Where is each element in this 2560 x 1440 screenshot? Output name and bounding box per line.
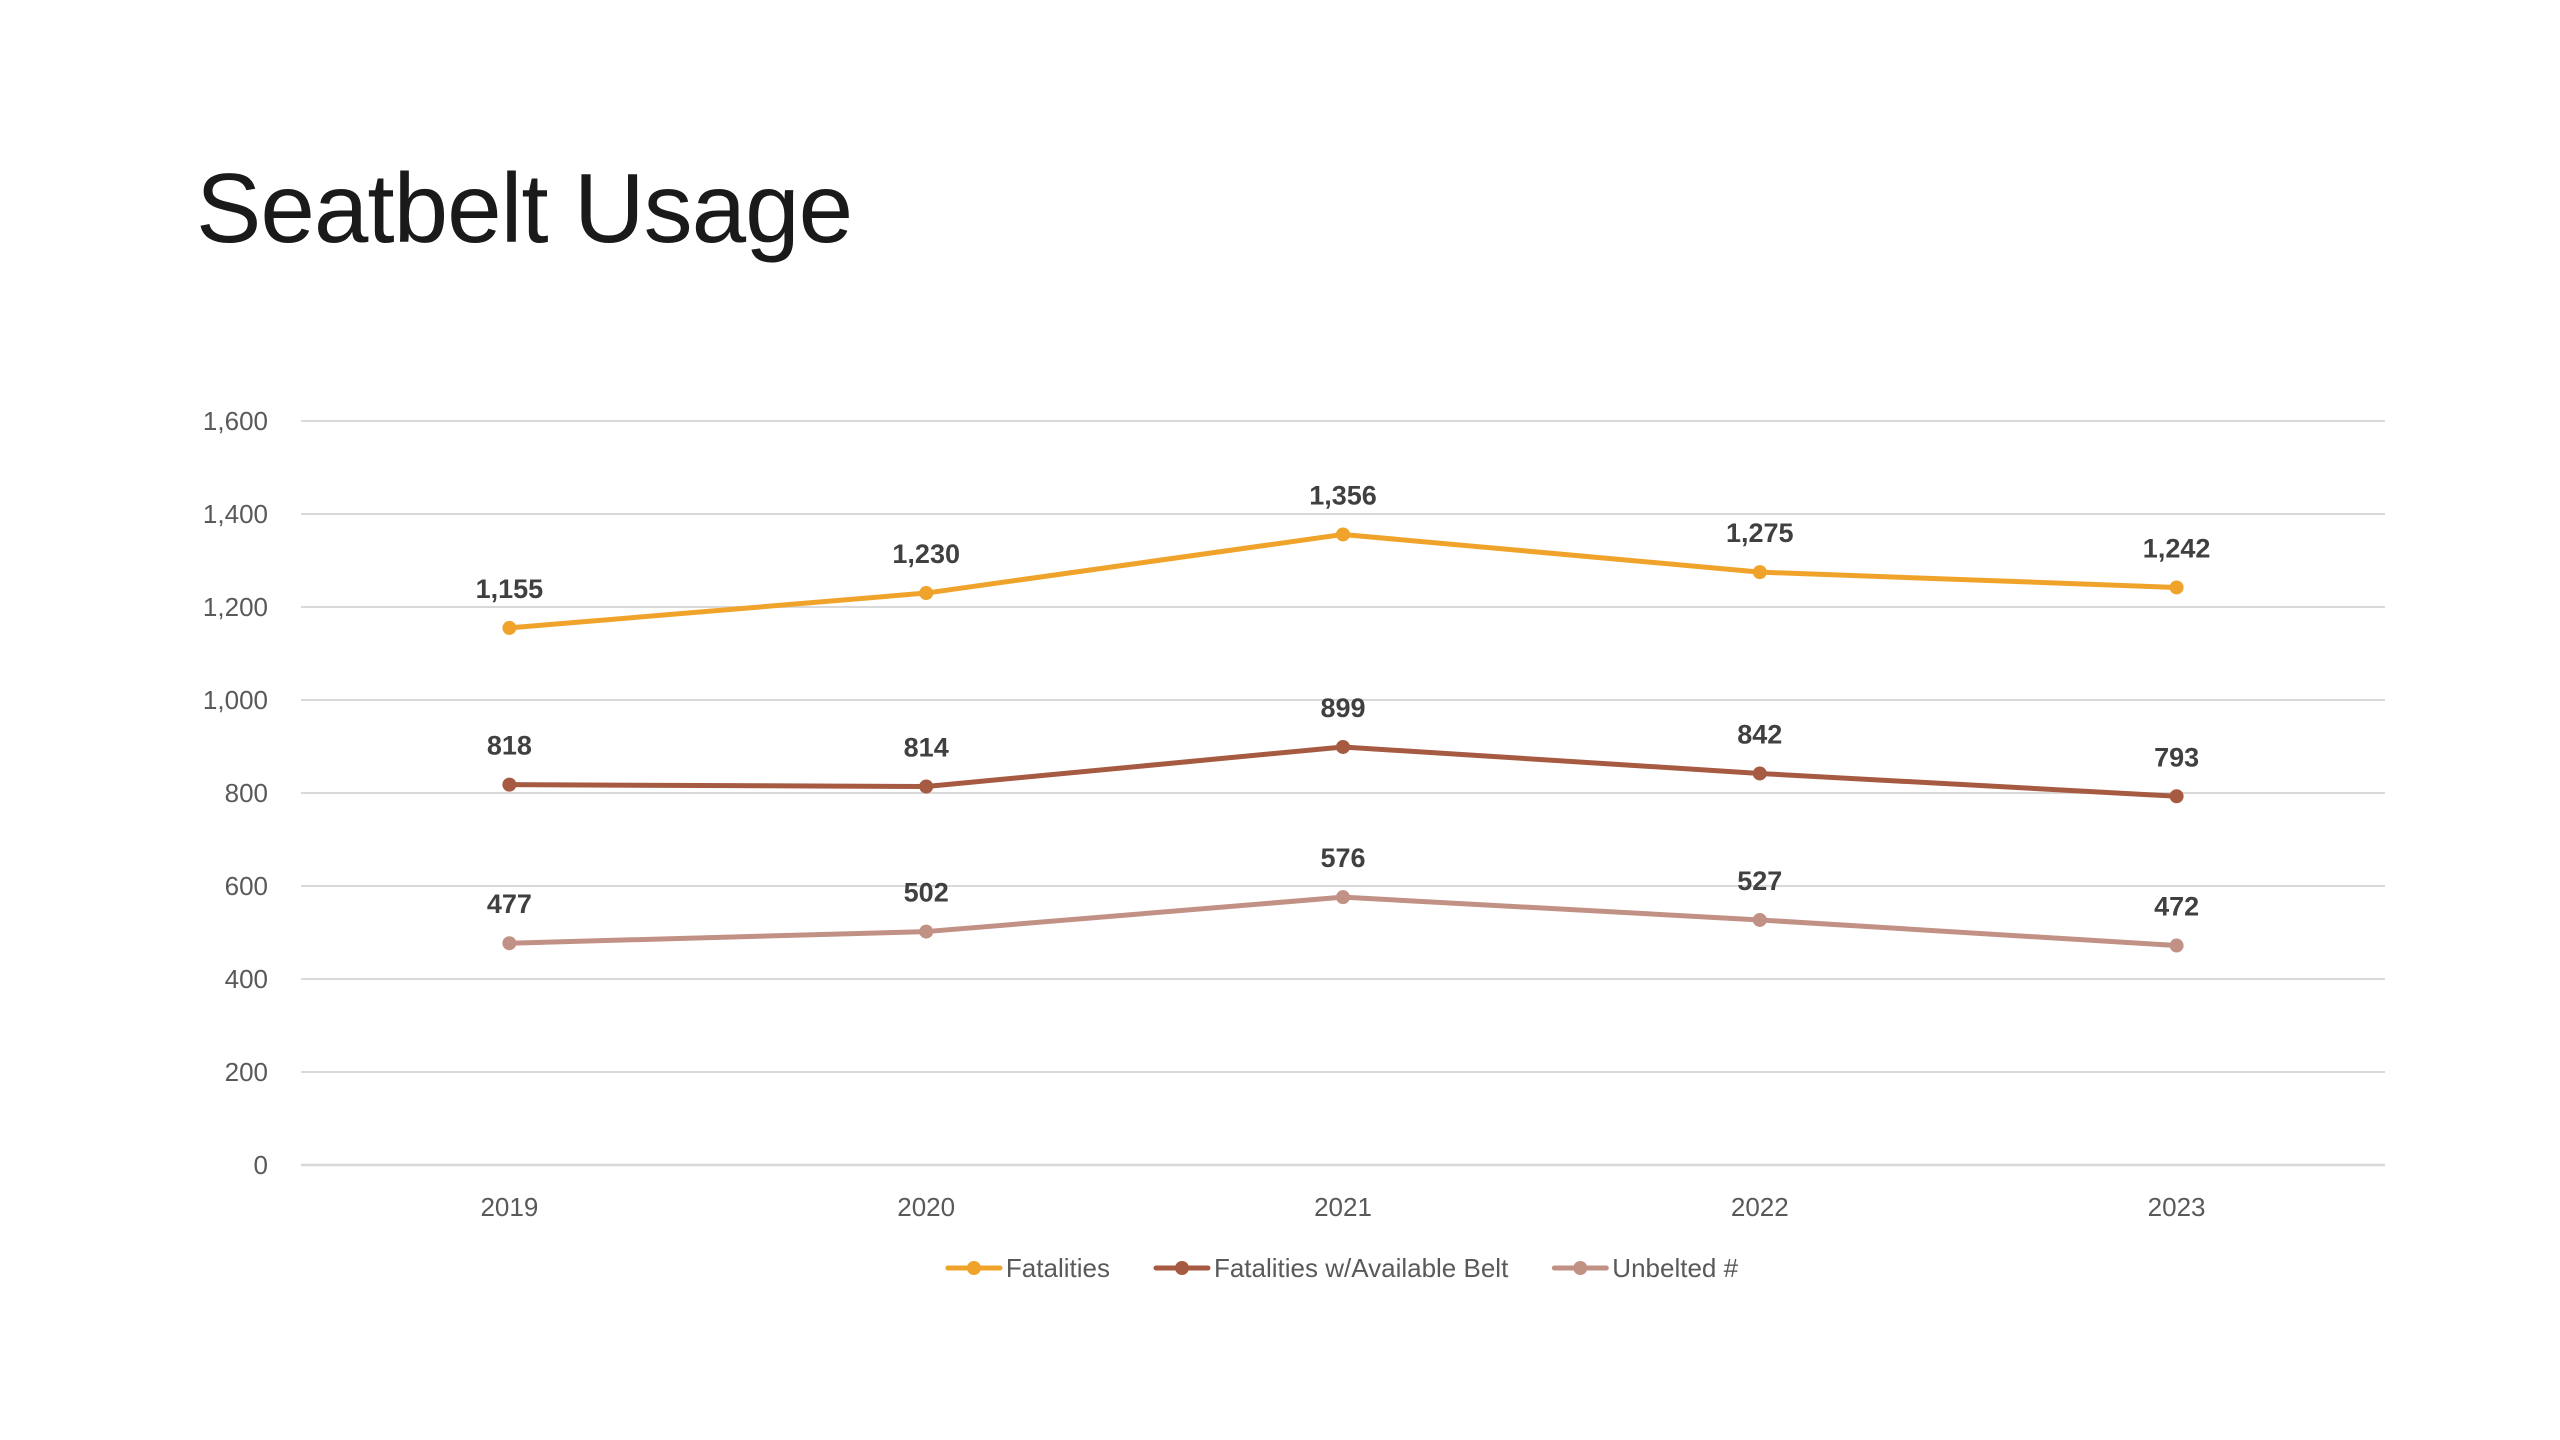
y-tick-label: 400 — [225, 964, 268, 994]
data-point — [1752, 565, 1767, 580]
data-point — [2169, 938, 2184, 953]
y-tick-label: 0 — [254, 1150, 268, 1180]
x-axis-ticks: 2019 2020 2021 2022 2023 — [480, 1192, 2205, 1222]
data-label: 818 — [487, 731, 532, 761]
legend: Fatalities Fatalities w/Available Belt Unb… — [945, 1253, 1739, 1283]
x-tick-label: 2019 — [480, 1192, 538, 1222]
y-tick-label: 600 — [225, 871, 268, 901]
data-label: 576 — [1320, 843, 1365, 873]
legend-marker — [1174, 1261, 1189, 1275]
legend-label: Fatalities w/Available Belt — [1214, 1253, 1509, 1283]
data-point — [1336, 739, 1350, 754]
data-point — [2169, 580, 2184, 595]
y-axis-ticks: 0 200 400 600 800 1,000 1,200 1,400 1,600 — [203, 406, 268, 1180]
data-point — [2169, 789, 2184, 804]
data-point — [502, 777, 517, 792]
data-label: 899 — [1320, 693, 1365, 723]
legend-label: Unbelted # — [1612, 1253, 1738, 1283]
data-label: 527 — [1737, 866, 1782, 896]
y-tick-label: 1,000 — [203, 685, 268, 715]
y-tick-label: 1,200 — [203, 592, 268, 622]
y-tick-label: 200 — [225, 1057, 268, 1087]
data-label: 793 — [2154, 742, 2199, 772]
data-point — [1752, 912, 1767, 927]
data-point — [1752, 766, 1767, 781]
x-tick-label: 2023 — [2148, 1192, 2206, 1222]
legend-label: Fatalities — [1006, 1253, 1110, 1283]
data-point — [1336, 527, 1350, 542]
data-point — [1336, 890, 1350, 905]
data-label: 477 — [487, 889, 532, 919]
series-lines — [502, 527, 2184, 953]
data-label: 1,230 — [892, 539, 960, 569]
series-line — [506, 894, 2180, 949]
gridlines — [301, 420, 2385, 1167]
y-tick-label: 800 — [225, 778, 268, 808]
series-line — [506, 744, 2180, 799]
y-tick-label: 1,600 — [203, 406, 268, 436]
series-line — [506, 531, 2180, 631]
data-label: 1,356 — [1309, 480, 1377, 510]
data-point — [502, 936, 517, 951]
data-label: 1,242 — [2143, 533, 2211, 563]
data-label: 472 — [2154, 892, 2199, 922]
page-title: Seatbelt Usage — [196, 153, 853, 263]
data-label: 842 — [1737, 719, 1782, 749]
data-point — [919, 924, 934, 939]
data-point — [502, 620, 517, 635]
data-label: 1,275 — [1726, 518, 1794, 548]
data-point — [919, 586, 934, 601]
legend-marker — [1573, 1261, 1588, 1275]
x-tick-label: 2021 — [1314, 1192, 1372, 1222]
data-label: 502 — [904, 878, 949, 908]
data-label: 1,155 — [476, 574, 544, 604]
data-label: 814 — [904, 732, 949, 762]
y-tick-label: 1,400 — [203, 499, 268, 529]
data-point — [919, 779, 934, 794]
x-tick-label: 2020 — [897, 1192, 955, 1222]
data-labels: 1,155 1,230 1,356 1,275 1,242 818 814 899 842 793… — [476, 480, 2211, 921]
x-tick-label: 2022 — [1731, 1192, 1789, 1222]
legend-marker — [966, 1261, 981, 1275]
